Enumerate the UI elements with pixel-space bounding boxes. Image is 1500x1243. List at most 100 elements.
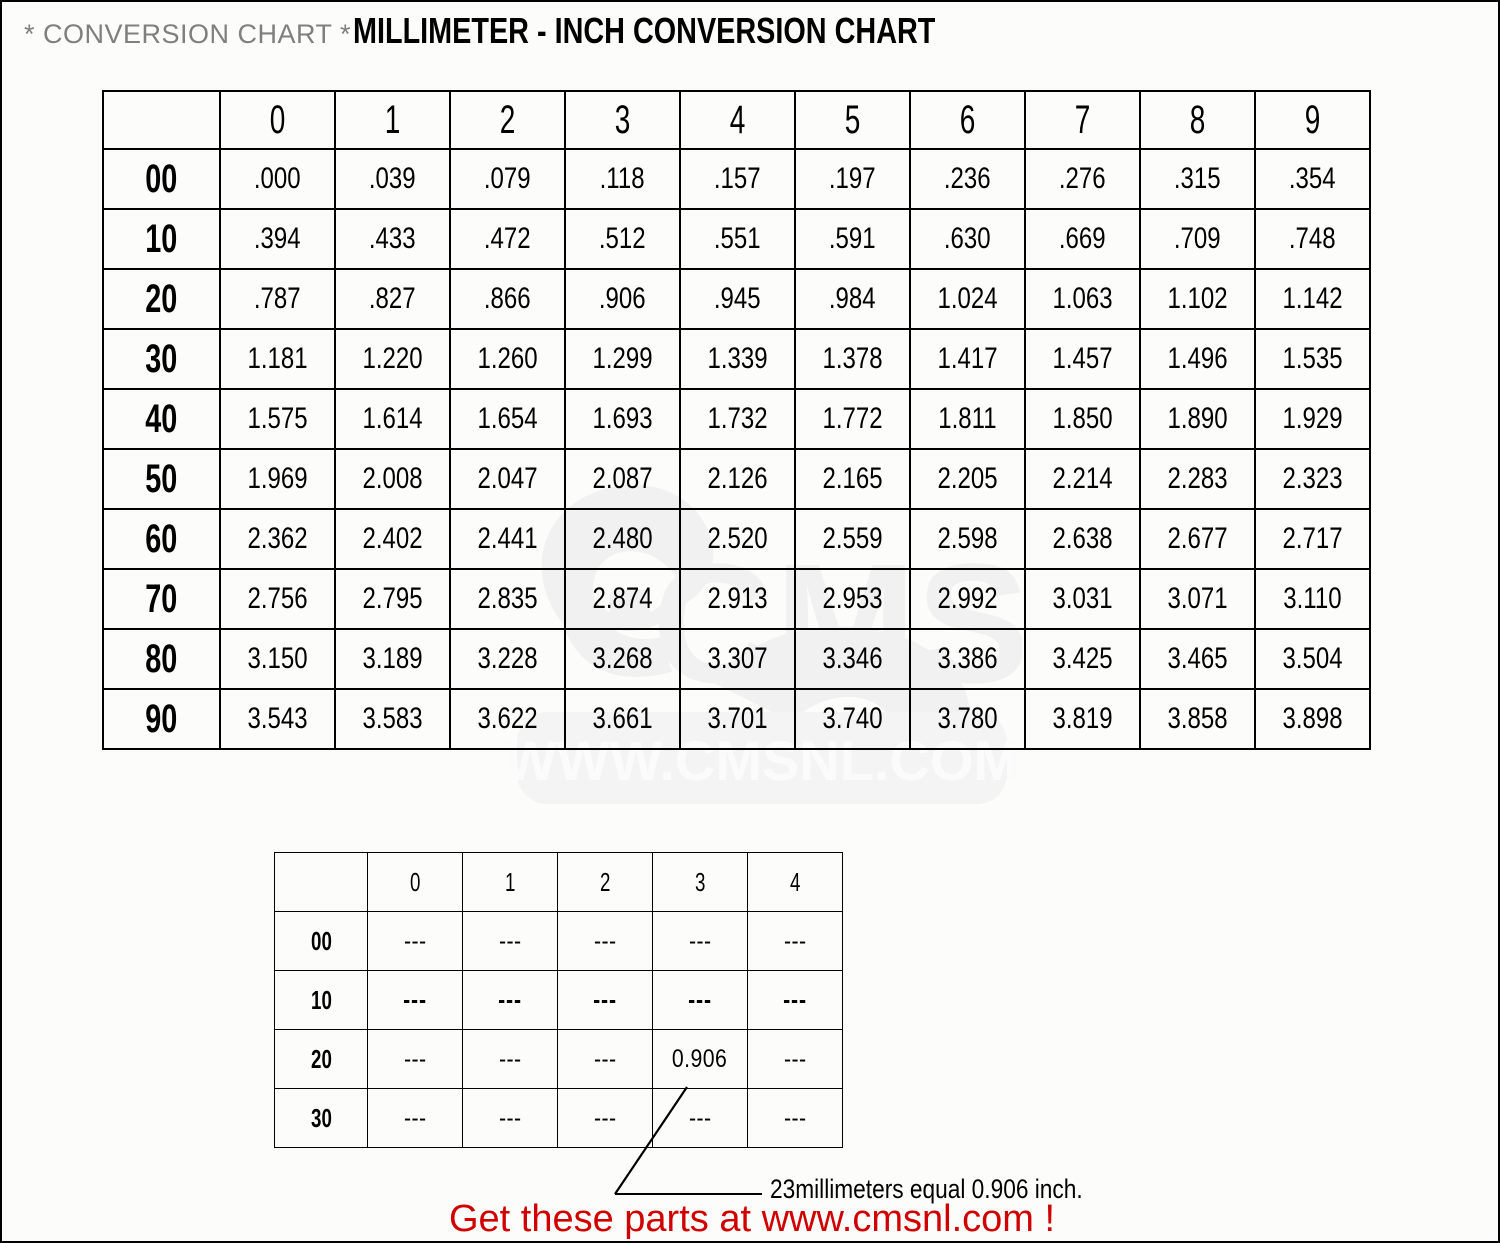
conversion-value: 1.142 bbox=[1282, 282, 1343, 315]
conversion-cell: 3.386 bbox=[909, 628, 1026, 690]
conversion-value: 1.969 bbox=[247, 462, 308, 495]
conversion-value: .787 bbox=[254, 282, 301, 315]
conversion-cell: 2.559 bbox=[794, 508, 911, 570]
conversion-value: 1.102 bbox=[1167, 282, 1228, 315]
conversion-cell: 3.858 bbox=[1139, 688, 1256, 750]
conversion-value: 3.031 bbox=[1052, 582, 1113, 615]
row-header: 70 bbox=[102, 568, 221, 630]
conversion-value: 3.268 bbox=[592, 642, 653, 675]
conversion-cell: 3.740 bbox=[794, 688, 911, 750]
conversion-cell: .315 bbox=[1139, 148, 1256, 210]
example-placeholder: --- bbox=[783, 926, 807, 955]
conversion-cell: 2.165 bbox=[794, 448, 911, 510]
conversion-value: 2.480 bbox=[592, 522, 653, 555]
row-header: 50 bbox=[102, 448, 221, 510]
conversion-cell: 1.535 bbox=[1254, 328, 1371, 390]
table-row: 90 3.543 3.583 3.622 3.661 3.701 3.740 3.780 3.8… bbox=[102, 688, 1371, 750]
row-header-label: 70 bbox=[145, 576, 178, 621]
example-highlight-value: 0.906 bbox=[672, 1044, 728, 1073]
conversion-cell: .039 bbox=[334, 148, 451, 210]
conversion-value: 2.214 bbox=[1052, 462, 1113, 495]
example-column-header-label: 4 bbox=[789, 866, 801, 897]
example-placeholder: --- bbox=[783, 1044, 807, 1073]
column-header: 0 bbox=[236, 90, 319, 150]
conversion-value: 1.024 bbox=[937, 282, 998, 315]
conversion-cell: .157 bbox=[679, 148, 796, 210]
conversion-value: .906 bbox=[599, 282, 646, 315]
example-cell: --- bbox=[367, 1029, 463, 1089]
conversion-cell: .984 bbox=[794, 268, 911, 330]
conversion-cell: 3.228 bbox=[449, 628, 566, 690]
conversion-value: .512 bbox=[599, 222, 646, 255]
example-caption-text: 23millimeters equal 0.906 inch. bbox=[770, 1174, 1083, 1204]
row-header: 00 bbox=[102, 148, 221, 210]
row-header-label: 20 bbox=[145, 276, 178, 321]
conversion-value: 2.402 bbox=[362, 522, 423, 555]
conversion-cell: 2.480 bbox=[564, 508, 681, 570]
conversion-cell: .787 bbox=[219, 268, 336, 330]
example-placeholder: --- bbox=[403, 1044, 427, 1073]
conversion-cell: 1.654 bbox=[449, 388, 566, 450]
conversion-cell: 1.772 bbox=[794, 388, 911, 450]
example-placeholder: --- bbox=[498, 1044, 522, 1073]
conversion-cell: 3.150 bbox=[219, 628, 336, 690]
conversion-cell: 3.110 bbox=[1254, 568, 1371, 630]
conversion-value: .630 bbox=[944, 222, 991, 255]
conversion-value: 2.874 bbox=[592, 582, 653, 615]
conversion-cell: 1.181 bbox=[219, 328, 336, 390]
conversion-value: 1.890 bbox=[1167, 402, 1228, 435]
example-row-header: 00 bbox=[274, 911, 368, 971]
conversion-value: 2.598 bbox=[937, 522, 998, 555]
example-placeholder: --- bbox=[593, 1103, 617, 1132]
conversion-value: 1.417 bbox=[937, 342, 998, 375]
conversion-value: 3.504 bbox=[1282, 642, 1343, 675]
conversion-cell: 1.614 bbox=[334, 388, 451, 450]
example-caption: 23millimeters equal 0.906 inch. bbox=[770, 1174, 1142, 1205]
conversion-cell: 3.701 bbox=[679, 688, 796, 750]
conversion-cell: .827 bbox=[334, 268, 451, 330]
conversion-cell: .118 bbox=[564, 148, 681, 210]
conversion-cell: 1.260 bbox=[449, 328, 566, 390]
example-column-header-label: 2 bbox=[599, 866, 611, 897]
example-cell: --- bbox=[747, 1088, 843, 1148]
conversion-cell: 2.441 bbox=[449, 508, 566, 570]
example-cell: --- bbox=[652, 1088, 748, 1148]
example-cell: --- bbox=[367, 1088, 463, 1148]
column-header: 8 bbox=[1156, 90, 1239, 150]
title-heading: MILLIMETER - INCH CONVERSION CHART bbox=[353, 10, 936, 51]
conversion-value: 3.780 bbox=[937, 702, 998, 735]
conversion-value: 1.811 bbox=[938, 402, 997, 435]
conversion-value: .866 bbox=[484, 282, 531, 315]
conversion-value: .984 bbox=[829, 282, 876, 315]
column-header: 5 bbox=[811, 90, 894, 150]
example-cell: --- bbox=[557, 1029, 653, 1089]
example-row-header-label: 00 bbox=[310, 925, 332, 956]
example-highlight-cell: 0.906 bbox=[652, 1029, 748, 1089]
conversion-value: 3.346 bbox=[822, 642, 883, 675]
conversion-cell: 2.214 bbox=[1024, 448, 1141, 510]
conversion-cell: .551 bbox=[679, 208, 796, 270]
example-corner-cell bbox=[274, 852, 368, 912]
conversion-value: .945 bbox=[714, 282, 761, 315]
conversion-value: 1.299 bbox=[592, 342, 653, 375]
conversion-cell: 2.126 bbox=[679, 448, 796, 510]
conversion-value: 1.063 bbox=[1052, 282, 1113, 315]
conversion-value: 3.228 bbox=[477, 642, 538, 675]
example-table-row: 30 --- --- --- --- --- bbox=[274, 1088, 843, 1148]
conversion-cell: 3.661 bbox=[564, 688, 681, 750]
conversion-cell: 2.756 bbox=[219, 568, 336, 630]
row-header: 20 bbox=[102, 268, 221, 330]
example-placeholder: --- bbox=[783, 1103, 807, 1132]
example-placeholder: --- bbox=[688, 926, 712, 955]
conversion-cell: 3.268 bbox=[564, 628, 681, 690]
conversion-cell: .433 bbox=[334, 208, 451, 270]
conversion-value: 1.732 bbox=[707, 402, 768, 435]
conversion-cell: 3.504 bbox=[1254, 628, 1371, 690]
conversion-value: .551 bbox=[714, 222, 761, 255]
conversion-value: 1.181 bbox=[247, 342, 308, 375]
conversion-cell: 2.953 bbox=[794, 568, 911, 630]
conversion-cell: 2.402 bbox=[334, 508, 451, 570]
conversion-cell: 1.929 bbox=[1254, 388, 1371, 450]
conversion-cell: 2.047 bbox=[449, 448, 566, 510]
conversion-cell: 2.874 bbox=[564, 568, 681, 630]
